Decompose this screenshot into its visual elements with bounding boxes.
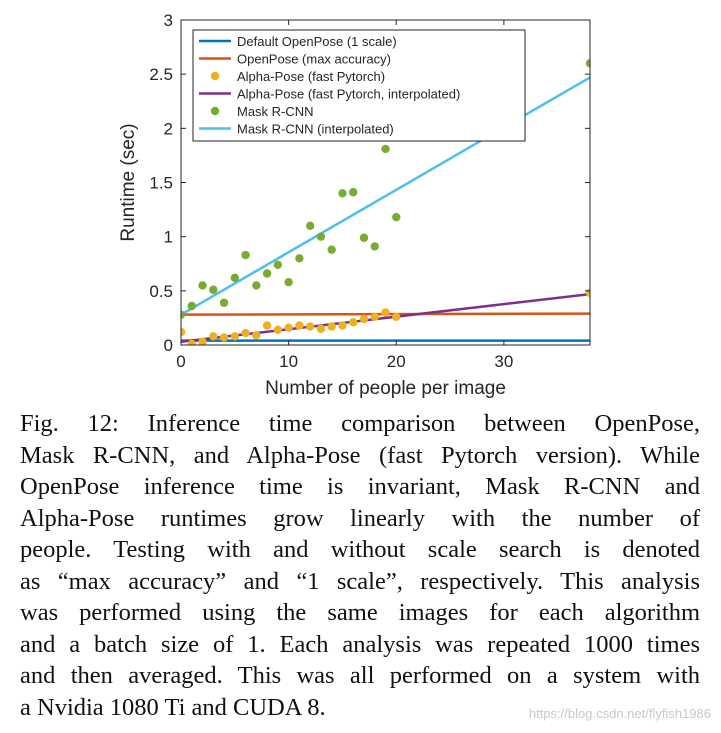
point-alpha-pose-fast-pytorch — [284, 323, 293, 332]
legend-swatch-mask-r-cnn — [210, 106, 220, 116]
point-mask-r-cnn — [338, 189, 347, 198]
y-tick-label: 3 — [164, 11, 173, 30]
point-mask-r-cnn — [187, 301, 196, 311]
legend-label-default-openpose-1-scale: Default OpenPose (1 scale) — [237, 34, 397, 49]
watermark: https://blog.csdn.net/flyfish1986 — [528, 706, 711, 721]
point-alpha-pose-fast-pytorch — [273, 325, 283, 335]
point-alpha-pose-fast-pytorch — [209, 332, 218, 341]
point-mask-r-cnn — [359, 233, 369, 242]
legend-label-mask-r-cnn: Mask R-CNN — [237, 104, 314, 119]
caption-line: Fig. 12: Inference time comparison betwe… — [20, 410, 700, 437]
x-axis-label: Number of people per image — [265, 378, 506, 399]
caption-line: a Nvidia 1080 Ti and CUDA 8. — [20, 693, 326, 721]
legend-swatch-alpha-pose-fast-pytorch — [210, 71, 220, 81]
caption-line: was performed using the same images for … — [20, 599, 700, 626]
x-tick-label: 30 — [494, 352, 513, 371]
point-alpha-pose-fast-pytorch — [370, 312, 379, 322]
point-alpha-pose-fast-pytorch — [241, 328, 250, 338]
point-mask-r-cnn — [392, 212, 401, 222]
point-mask-r-cnn — [295, 254, 304, 263]
point-alpha-pose-fast-pytorch — [219, 333, 229, 342]
y-tick-label: 1.5 — [149, 174, 173, 193]
point-alpha-pose-fast-pytorch — [262, 321, 272, 330]
caption-line: Alpha-Pose runtimes grow linearly with t… — [20, 504, 700, 532]
point-alpha-pose-fast-pytorch — [181, 327, 186, 337]
x-tick-label: 0 — [176, 352, 185, 371]
point-mask-r-cnn — [381, 144, 390, 154]
y-tick-label: 0 — [164, 336, 173, 355]
point-alpha-pose-fast-pytorch — [338, 321, 347, 330]
point-mask-r-cnn — [230, 273, 240, 283]
y-axis-label: Runtime (sec) — [118, 123, 139, 241]
point-alpha-pose-fast-pytorch — [316, 324, 326, 333]
legend-label-alpha-pose-fast-pytorch: Alpha-Pose (fast Pytorch) — [237, 69, 385, 84]
point-alpha-pose-fast-pytorch — [198, 337, 207, 345]
point-mask-r-cnn — [219, 298, 229, 307]
y-tick-label: 2 — [164, 119, 173, 138]
point-alpha-pose-fast-pytorch — [359, 314, 369, 324]
point-mask-r-cnn — [198, 281, 207, 290]
point-alpha-pose-fast-pytorch — [305, 322, 315, 331]
caption-line: Mask R-CNN, and Alpha-Pose (fast Pytorch… — [20, 441, 700, 469]
point-mask-r-cnn — [252, 281, 261, 290]
figure-caption: Fig. 12: Inference time comparison betwe… — [20, 408, 700, 723]
point-mask-r-cnn — [273, 260, 283, 270]
point-mask-r-cnn — [209, 285, 218, 294]
point-alpha-pose-fast-pytorch — [295, 321, 304, 330]
legend-label-openpose-max-accuracy: OpenPose (max accuracy) — [237, 52, 391, 67]
y-tick-label: 0.5 — [149, 282, 173, 301]
point-alpha-pose-fast-pytorch — [349, 318, 358, 327]
legend-box — [192, 29, 526, 142]
point-mask-r-cnn — [349, 188, 358, 197]
runtime-chart: 0 10 20 30 0 0.5 1 1.5 2 2.5 3 Default OpenPose (1… — [118, 11, 591, 399]
point-mask-r-cnn — [284, 277, 293, 287]
y-tick-label: 1 — [164, 228, 173, 247]
caption-line: OpenPose inference time is invariant, Ma… — [20, 473, 700, 500]
x-tick-label: 10 — [279, 352, 298, 371]
point-mask-r-cnn — [370, 242, 379, 251]
point-mask-r-cnn — [241, 250, 250, 260]
legend-label-alpha-pose-fast-pytorch-interpolated: Alpha-Pose (fast Pytorch, interpolated) — [237, 87, 460, 102]
caption-line: as “max accuracy” and “1 scale”, respect… — [20, 567, 700, 595]
point-alpha-pose-fast-pytorch — [381, 308, 390, 317]
caption-line: and a batch size of 1. Each analysis was… — [20, 630, 700, 658]
point-alpha-pose-fast-pytorch — [392, 312, 401, 322]
caption-line: people. Testing with and without scale s… — [20, 536, 700, 563]
point-mask-r-cnn — [181, 310, 186, 319]
point-mask-r-cnn — [262, 269, 272, 278]
point-mask-r-cnn — [305, 221, 315, 231]
legend-label-mask-r-cnn-interpolated: Mask R-CNN (interpolated) — [237, 122, 394, 137]
point-mask-r-cnn — [316, 232, 326, 241]
point-mask-r-cnn — [585, 59, 590, 68]
point-alpha-pose-fast-pytorch — [252, 331, 261, 340]
caption-line: and then averaged. This was all performe… — [20, 662, 700, 689]
y-tick-label: 2.5 — [149, 65, 173, 84]
point-alpha-pose-fast-pytorch — [230, 332, 240, 341]
point-alpha-pose-fast-pytorch — [187, 339, 196, 345]
point-alpha-pose-fast-pytorch — [327, 322, 336, 331]
point-mask-r-cnn — [327, 245, 336, 254]
x-tick-label: 20 — [387, 352, 406, 371]
